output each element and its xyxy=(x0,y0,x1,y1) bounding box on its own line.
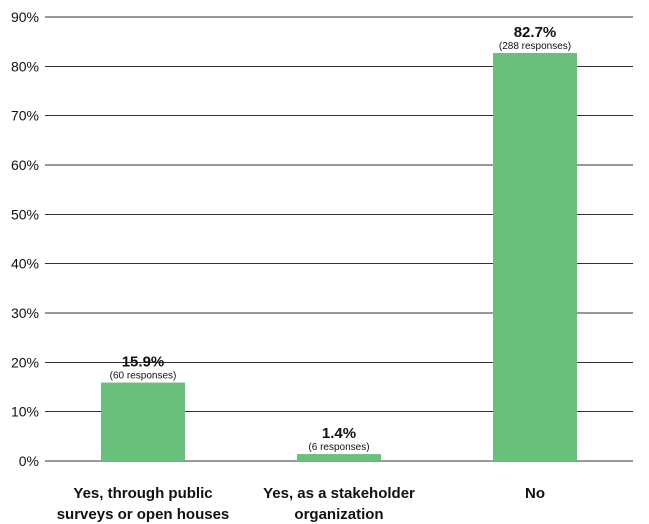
y-tick-label: 30% xyxy=(11,305,39,321)
y-tick-label: 40% xyxy=(11,256,39,272)
x-tick-label: Yes, through public xyxy=(73,485,212,502)
response-count-label: (60 responses) xyxy=(110,371,177,382)
bar xyxy=(297,454,381,461)
y-tick-label: 50% xyxy=(11,206,39,222)
x-tick-label: Yes, as a stakeholder xyxy=(263,485,415,502)
data-label: 1.4% xyxy=(322,425,356,442)
y-tick-label: 90% xyxy=(11,9,39,25)
response-count-label: (288 responses) xyxy=(499,41,571,52)
y-tick-label: 70% xyxy=(11,108,39,124)
bar xyxy=(493,53,577,461)
y-tick-label: 0% xyxy=(19,453,39,469)
y-tick-label: 60% xyxy=(11,157,39,173)
labels-layer: 0% 10% 20% 30% 40% 50% 60% 70% 80% 90% 15.9%(60 re… xyxy=(11,9,571,523)
y-tick-label: 10% xyxy=(11,404,39,420)
y-tick-label: 80% xyxy=(11,58,39,74)
data-label: 82.7% xyxy=(514,24,557,41)
y-tick-label: 20% xyxy=(11,354,39,370)
bar xyxy=(101,382,185,461)
x-tick-label: No xyxy=(525,485,545,502)
x-tick-label: organization xyxy=(294,506,383,523)
data-label: 15.9% xyxy=(122,354,165,371)
response-count-label: (6 responses) xyxy=(308,442,369,453)
x-tick-label: surveys or open houses xyxy=(57,506,230,523)
bars-layer xyxy=(101,53,577,461)
